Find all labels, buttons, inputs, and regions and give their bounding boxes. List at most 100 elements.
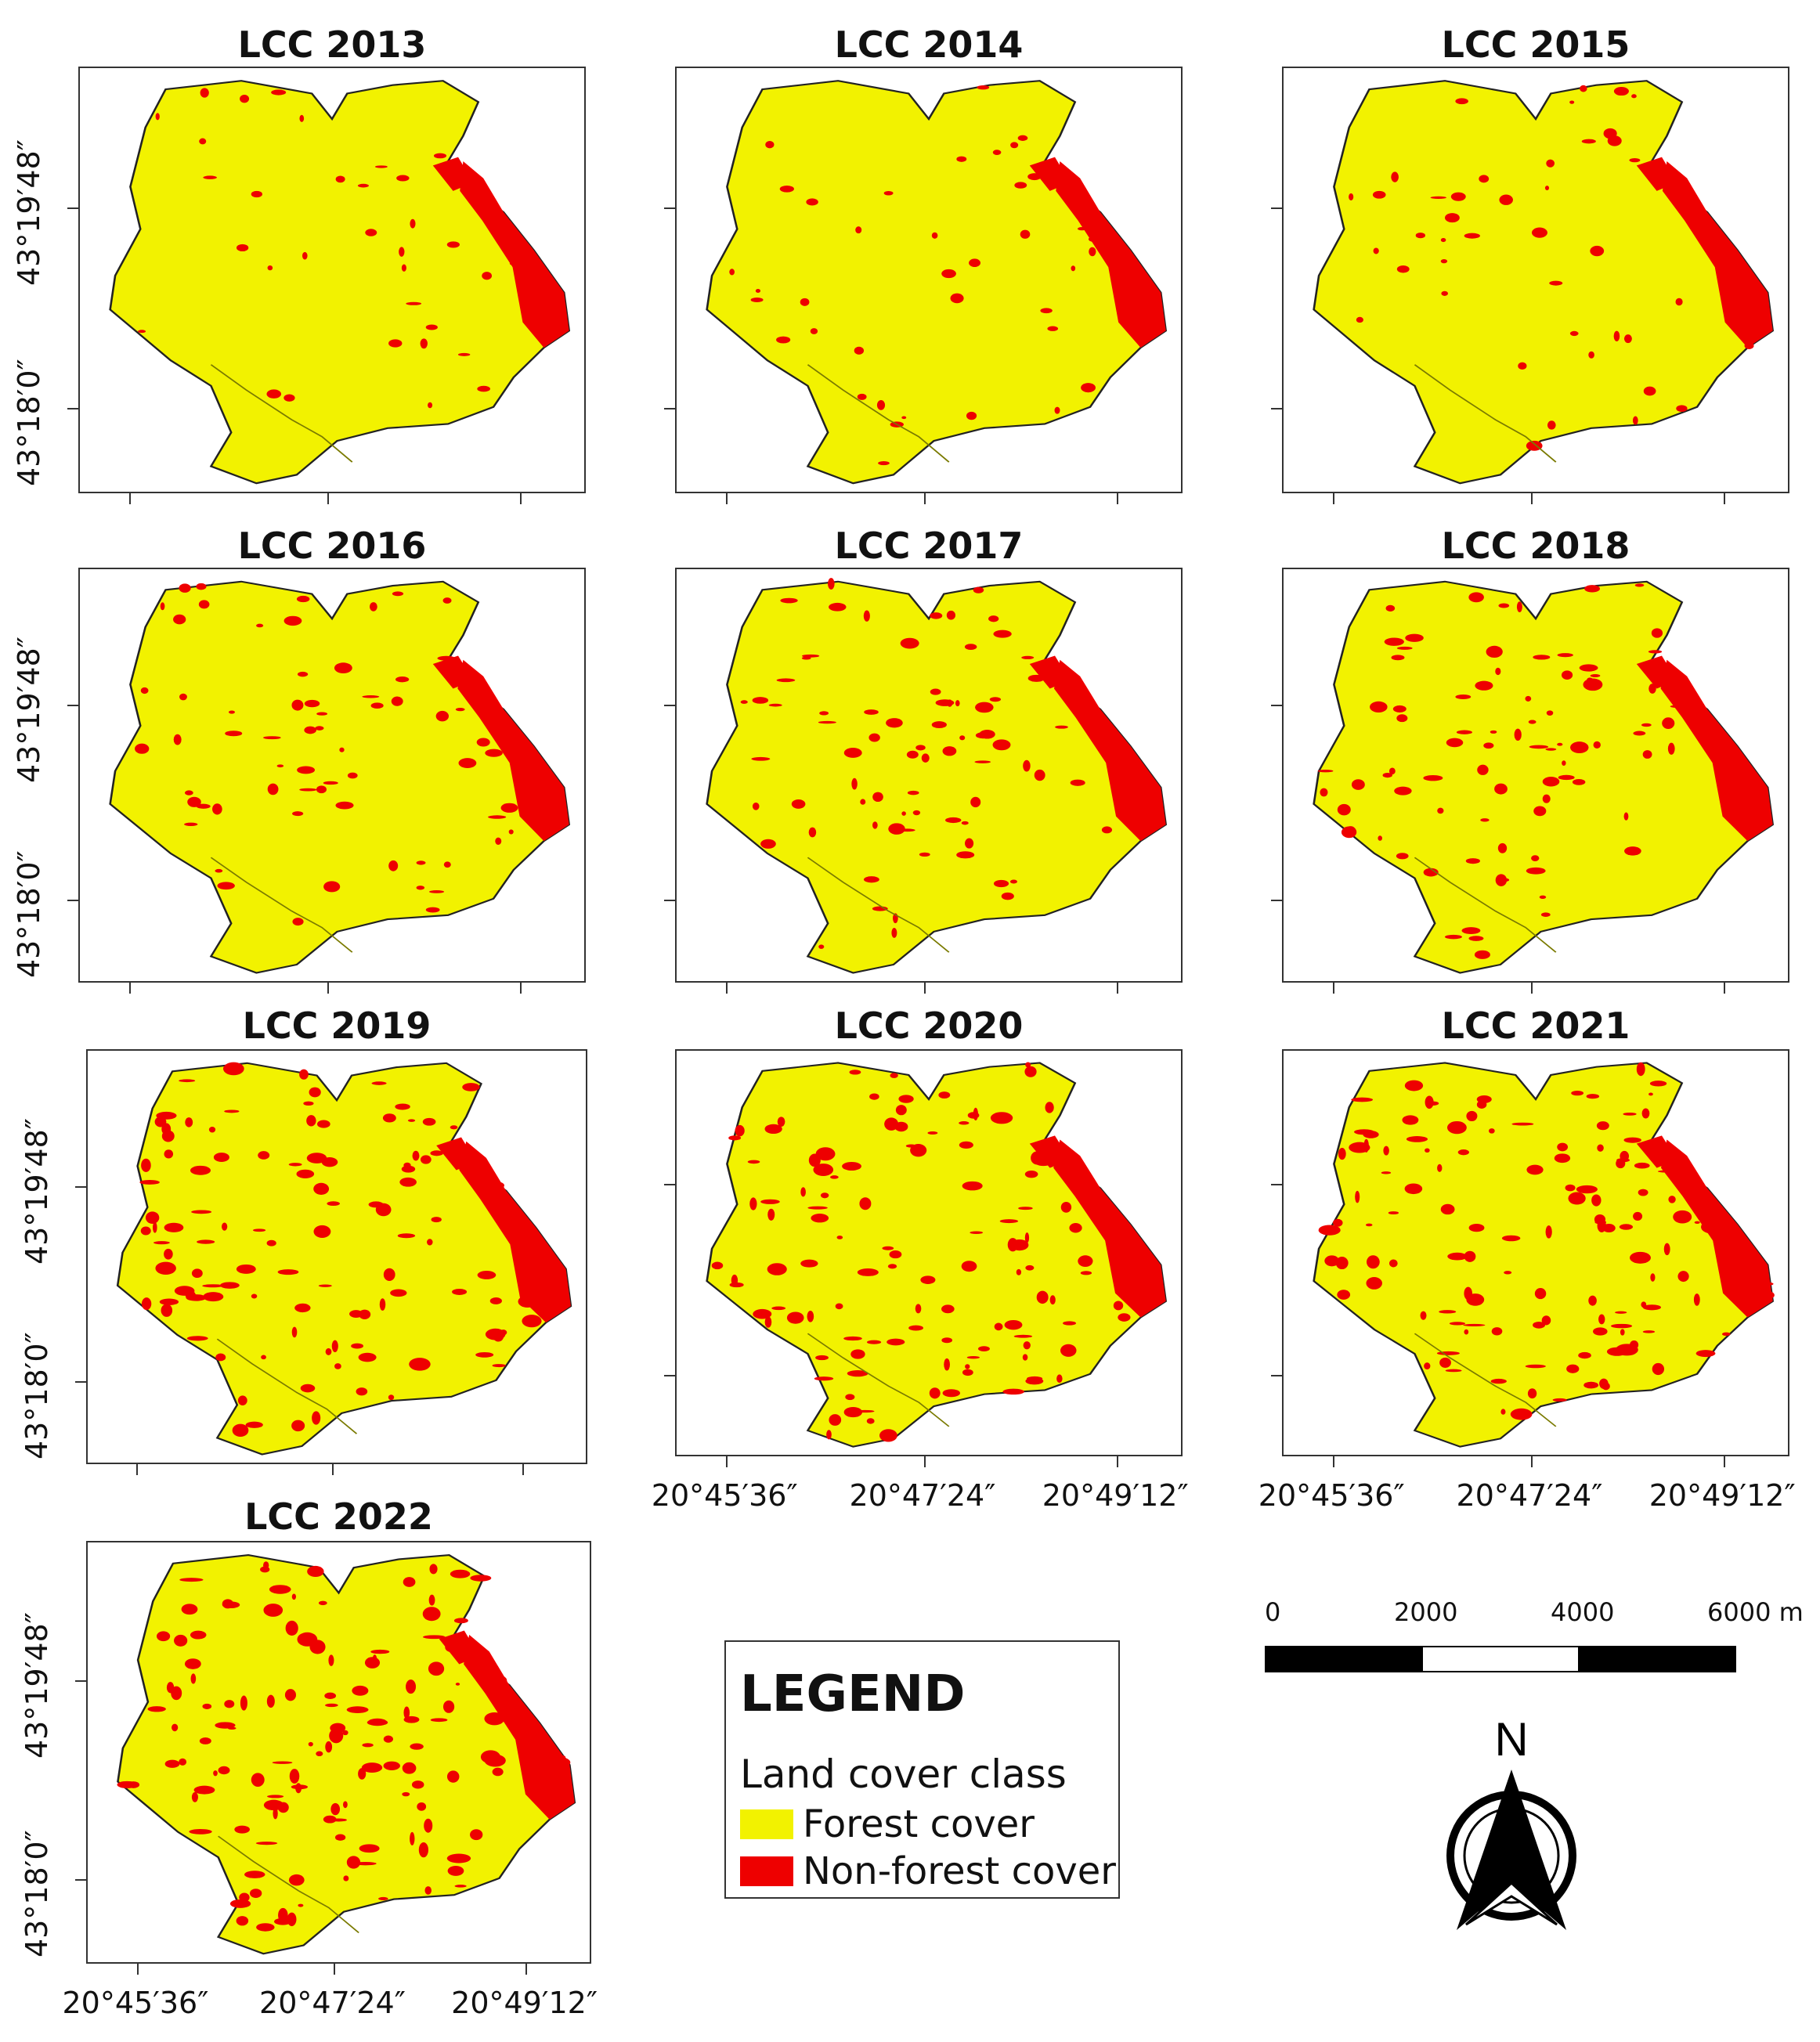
non-forest-patch: [313, 1225, 331, 1238]
non-forest-patch: [325, 1741, 333, 1753]
non-forest-patch: [395, 1103, 410, 1110]
map-panel-title: LCC 2015: [1441, 23, 1630, 66]
y-tick: [67, 408, 78, 409]
non-forest-patch: [256, 623, 264, 628]
non-forest-patch: [392, 591, 404, 597]
map-frame: [86, 1541, 591, 1964]
map-frame: [675, 67, 1183, 493]
non-forest-patch: [291, 699, 304, 711]
non-forest-patch: [334, 1363, 341, 1369]
non-forest-patch: [1631, 94, 1637, 99]
x-tick: [1332, 983, 1334, 994]
non-forest-patch: [153, 1241, 170, 1245]
non-forest-patch: [915, 745, 926, 751]
non-forest-patch: [979, 730, 995, 739]
x-tick: [128, 983, 131, 994]
map-frame: [1282, 1049, 1789, 1456]
non-forest-patch: [1101, 826, 1113, 834]
non-forest-patch: [306, 1153, 327, 1164]
non-forest-patch: [1602, 1382, 1610, 1391]
map-panel-title: LCC 2017: [834, 525, 1024, 567]
non-forest-patch: [1572, 778, 1586, 785]
non-forest-patch: [1456, 730, 1472, 734]
non-forest-patch: [1476, 1095, 1492, 1104]
non-forest-patch: [1023, 1341, 1031, 1350]
non-forest-patch: [1526, 440, 1543, 451]
non-forest-patch: [1121, 1289, 1134, 1293]
non-forest-patch: [883, 190, 894, 196]
non-forest-patch: [1569, 100, 1575, 104]
non-forest-patch: [969, 258, 981, 267]
non-forest-patch: [329, 1728, 344, 1744]
non-forest-patch: [1526, 1164, 1544, 1175]
internal-boundary-line: [807, 857, 950, 953]
non-forest-patch: [160, 602, 165, 611]
non-forest-patch: [390, 1289, 407, 1297]
non-forest-patch: [428, 1661, 445, 1676]
non-forest-patch: [172, 1723, 179, 1732]
non-forest-patch: [443, 861, 451, 868]
non-forest-patch: [288, 1874, 305, 1886]
y-axis-label: 43°18′0″: [20, 1830, 54, 1957]
non-forest-patch: [728, 1135, 742, 1141]
non-forest-patch: [1591, 1194, 1602, 1207]
non-forest-patch: [866, 1418, 875, 1424]
non-forest-patch: [989, 697, 1002, 702]
non-forest-patch: [1445, 1369, 1462, 1373]
non-forest-patch: [1388, 1211, 1399, 1215]
non-forest-patch: [545, 787, 564, 796]
non-forest-patch: [196, 803, 211, 809]
non-forest-patch: [845, 1394, 855, 1401]
non-forest-patch: [828, 578, 835, 590]
non-forest-patch: [1370, 701, 1388, 713]
non-forest-patch: [1565, 1184, 1576, 1192]
non-forest-patch: [406, 1679, 417, 1694]
non-forest-patch: [1518, 362, 1527, 370]
non-forest-patch: [1650, 1273, 1656, 1282]
non-forest-patch: [343, 1801, 348, 1809]
non-forest-patch: [752, 697, 769, 704]
non-forest-patch: [843, 1336, 862, 1341]
non-forest-patch: [1494, 783, 1508, 795]
non-forest-patch: [356, 1387, 368, 1396]
non-forest-patch: [174, 1286, 195, 1296]
non-forest-patch: [1610, 1323, 1633, 1329]
non-forest-patch: [1544, 186, 1550, 190]
non-forest-patch: [771, 1306, 786, 1311]
non-forest-patch: [974, 760, 991, 763]
non-forest-patch: [1388, 767, 1396, 775]
non-forest-patch: [416, 860, 426, 865]
non-forest-patch: [900, 637, 919, 649]
non-forest-patch: [994, 1322, 1003, 1331]
non-forest-patch: [1620, 1150, 1630, 1162]
y-tick: [75, 1680, 86, 1683]
non-forest-patch: [729, 1282, 744, 1288]
non-forest-patch: [179, 1578, 204, 1582]
non-forest-patch: [429, 1564, 438, 1575]
non-forest-patch: [876, 399, 886, 410]
non-forest-patch: [492, 1364, 506, 1368]
non-forest-patch: [1077, 226, 1087, 231]
non-forest-patch: [1381, 1171, 1392, 1174]
non-forest-patch: [284, 1689, 297, 1701]
non-forest-patch: [850, 1349, 865, 1359]
non-forest-patch: [452, 1288, 468, 1295]
non-forest-patch: [1636, 655, 1677, 689]
non-forest-patch: [1056, 1374, 1063, 1384]
non-forest-patch: [1583, 1381, 1599, 1389]
non-forest-patch: [334, 662, 352, 673]
non-forest-patch: [908, 1325, 923, 1331]
non-forest-patch: [749, 1197, 757, 1210]
non-forest-patch: [251, 1293, 258, 1299]
non-forest-patch: [351, 1343, 363, 1349]
non-forest-patch: [1366, 1277, 1382, 1290]
y-tick: [664, 900, 675, 901]
non-forest-patch: [396, 175, 410, 182]
non-forest-patch: [161, 1130, 175, 1142]
non-forest-patch: [970, 796, 981, 808]
non-forest-patch: [1531, 227, 1547, 238]
non-forest-patch: [324, 1692, 337, 1700]
non-forest-patch: [442, 597, 452, 604]
north-label: N: [1494, 1715, 1528, 1766]
non-forest-patch: [306, 1115, 316, 1127]
